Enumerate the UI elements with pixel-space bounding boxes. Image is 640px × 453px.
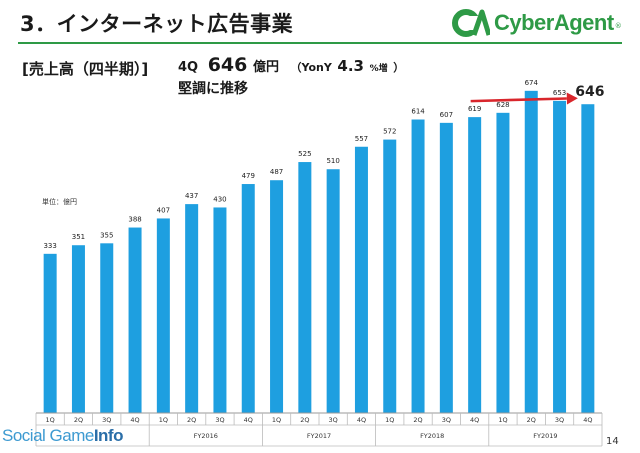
bar: [326, 169, 340, 413]
data-label: 430: [213, 195, 226, 203]
fiscal-year-label: FY2016: [194, 432, 218, 440]
bar: [213, 207, 227, 413]
headline-unit: 億円: [252, 60, 279, 75]
quarter-tick-label: 3Q: [215, 416, 224, 424]
bar: [468, 117, 482, 414]
quarter-tick-label: 1Q: [46, 416, 55, 424]
data-label: 437: [185, 192, 198, 200]
data-label: 351: [72, 233, 85, 241]
cyberagent-logo-mark: [452, 9, 490, 37]
quarter-tick-label: 4Q: [244, 416, 253, 424]
title-rule: [18, 42, 622, 44]
headline-yoy-unit: %増: [369, 64, 388, 74]
quarter-tick-label: 3Q: [102, 416, 111, 424]
cyberagent-logo: CyberAgent ®: [452, 8, 622, 38]
bar: [298, 162, 312, 413]
headline-yoy-prefix: （YonY: [290, 61, 332, 74]
bar: [128, 227, 142, 413]
quarter-tick-label: 2Q: [413, 416, 422, 424]
watermark: Social GameInfo: [2, 426, 123, 446]
slide-title: 3．インターネット広告事業: [20, 12, 294, 36]
quarter-tick-label: 4Q: [583, 416, 592, 424]
trend-arrow-line: [470, 97, 567, 103]
headline-yoy-close: ）: [393, 61, 405, 74]
fiscal-year-label: FY2017: [307, 432, 331, 440]
quarter-tick-label: 1Q: [159, 416, 168, 424]
bar: [241, 184, 255, 413]
bar: [553, 100, 567, 413]
quarter-tick-label: 2Q: [527, 416, 536, 424]
data-label: 525: [298, 150, 311, 158]
headline-summary: 4Q 646 億円 （YonY 4.3 %増 ）: [178, 54, 404, 76]
section-label: [売上高（四半期）]: [22, 60, 149, 78]
data-label: 333: [43, 242, 56, 250]
data-label: 674: [525, 79, 539, 87]
quarter-tick-label: 2Q: [74, 416, 83, 424]
watermark-part-2: Info: [93, 426, 124, 445]
data-label: 510: [326, 157, 339, 165]
quarter-tick-label: 3Q: [555, 416, 564, 424]
headline-value: 646: [207, 54, 248, 76]
logo-registered-mark: ®: [614, 22, 622, 30]
data-label: 388: [128, 216, 141, 224]
bar: [354, 146, 368, 413]
data-label: 614: [411, 108, 425, 116]
headline-yoy-value: 4.3: [337, 57, 364, 75]
quarter-tick-label: 1Q: [272, 416, 281, 424]
bar: [270, 180, 284, 413]
quarter-tick-label: 1Q: [385, 416, 394, 424]
bar: [581, 104, 595, 413]
fiscal-year-label: FY2018: [420, 432, 444, 440]
bar: [156, 218, 170, 413]
data-label: 487: [270, 168, 283, 176]
quarter-tick-label: 3Q: [329, 416, 338, 424]
quarter-tick-label: 3Q: [442, 416, 451, 424]
bar: [100, 243, 114, 413]
bar: [524, 90, 538, 413]
quarter-tick-label: 2Q: [187, 416, 196, 424]
data-label: 607: [440, 111, 453, 119]
data-label: 572: [383, 128, 396, 136]
headline-quarter: 4Q: [178, 60, 199, 75]
quarter-tick-label: 4Q: [470, 416, 479, 424]
headline-trend-text: 堅調に推移: [178, 81, 248, 97]
quarter-tick-label: 2Q: [300, 416, 309, 424]
bar: [383, 139, 397, 414]
data-label: 653: [553, 89, 566, 97]
fiscal-year-label: FY2019: [533, 432, 557, 440]
quarter-tick-label: 1Q: [498, 416, 507, 424]
bar: [185, 204, 199, 413]
data-label: 619: [468, 105, 481, 113]
bar: [439, 122, 453, 413]
data-label: 479: [242, 172, 255, 180]
bar: [71, 245, 85, 413]
data-label: 646: [575, 84, 604, 100]
watermark-part-1: Social Game: [2, 426, 94, 445]
data-label: 557: [355, 135, 368, 143]
page-number: 14: [606, 436, 619, 447]
unit-label: 単位：億円: [42, 198, 77, 206]
data-label: 355: [100, 231, 113, 239]
data-label: 407: [157, 206, 170, 214]
quarter-tick-label: 4Q: [357, 416, 366, 424]
bar: [411, 119, 425, 414]
logo-text: CyberAgent: [494, 10, 614, 35]
trend-arrow-head: [566, 92, 578, 105]
bar: [43, 253, 57, 413]
bar: [496, 112, 510, 413]
quarter-tick-label: 4Q: [130, 416, 139, 424]
data-label: 628: [496, 101, 509, 109]
